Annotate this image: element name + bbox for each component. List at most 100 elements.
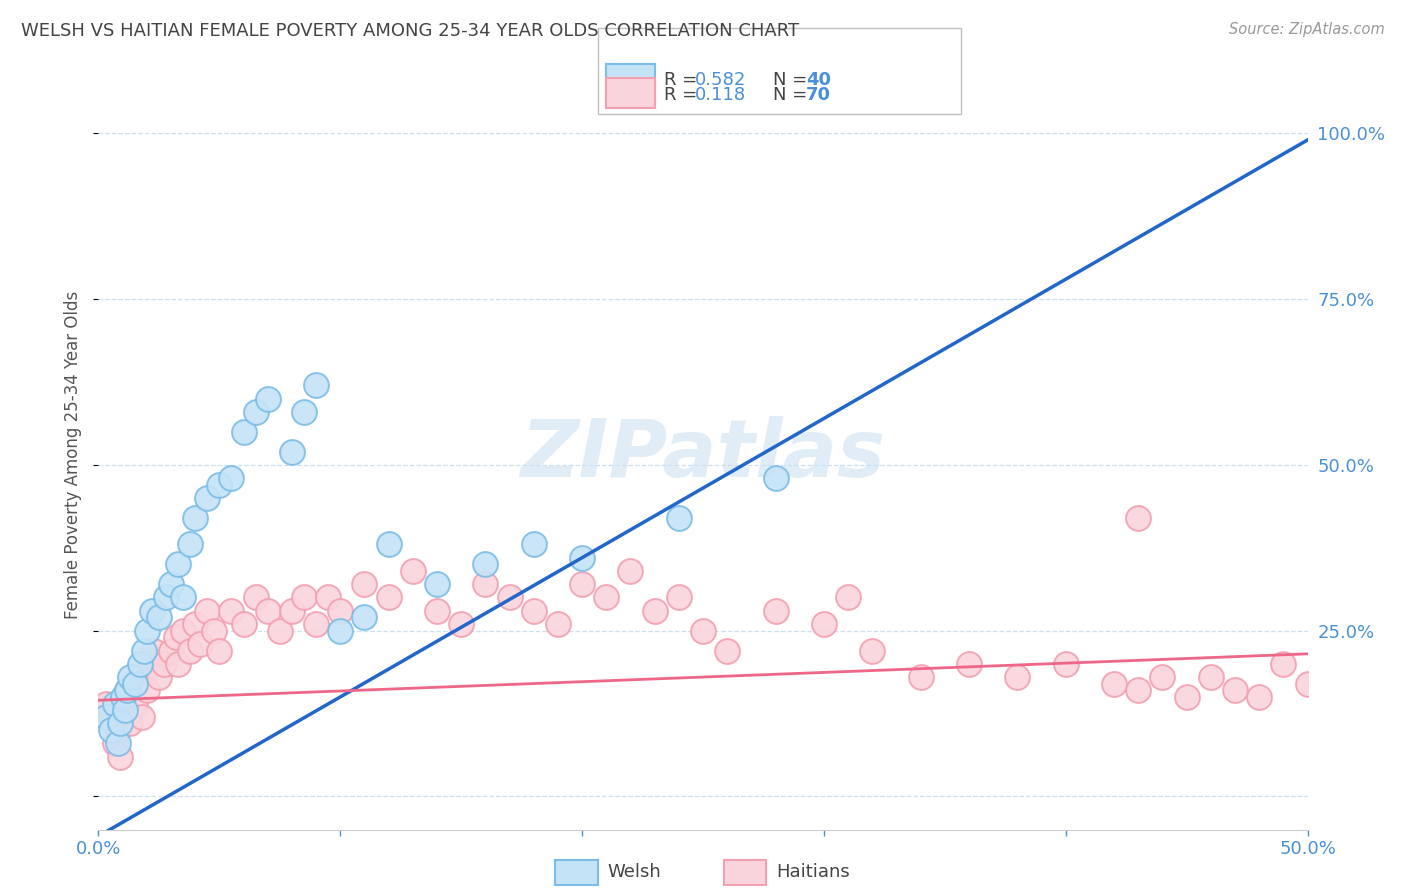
Point <box>668 511 690 525</box>
Point <box>329 604 352 618</box>
Point <box>426 604 449 618</box>
Point <box>1102 676 1125 690</box>
Point <box>107 736 129 750</box>
Point <box>195 604 218 618</box>
Point <box>184 511 207 525</box>
Point <box>131 710 153 724</box>
Point <box>860 643 883 657</box>
Text: 40: 40 <box>806 71 831 89</box>
Point <box>595 591 617 605</box>
Point <box>813 617 835 632</box>
Point <box>208 643 231 657</box>
Point <box>134 643 156 657</box>
Point <box>1128 683 1150 698</box>
Point <box>111 703 134 717</box>
Point <box>281 444 304 458</box>
Text: R =: R = <box>664 86 703 103</box>
Point <box>100 723 122 737</box>
Point <box>221 471 243 485</box>
Point <box>165 630 187 644</box>
Point <box>668 591 690 605</box>
Point <box>402 564 425 578</box>
Point <box>1296 676 1319 690</box>
Point <box>160 577 183 591</box>
Point <box>1199 670 1222 684</box>
Point <box>143 643 166 657</box>
Point <box>94 710 117 724</box>
Point <box>1272 657 1295 671</box>
Point <box>184 617 207 632</box>
Point <box>305 378 328 392</box>
Point <box>426 577 449 591</box>
Text: Haitians: Haitians <box>776 863 849 881</box>
FancyBboxPatch shape <box>606 64 655 94</box>
Point <box>204 624 226 638</box>
Point <box>571 550 593 565</box>
Point <box>245 405 267 419</box>
Point <box>353 610 375 624</box>
Point <box>114 703 136 717</box>
Text: N =: N = <box>773 71 813 89</box>
Point <box>108 716 131 731</box>
Point <box>305 617 328 632</box>
Point <box>148 610 170 624</box>
Point <box>124 697 146 711</box>
Point <box>269 624 291 638</box>
Text: 0.582: 0.582 <box>695 71 747 89</box>
Point <box>141 657 163 671</box>
Point <box>208 477 231 491</box>
Point <box>377 591 399 605</box>
FancyBboxPatch shape <box>598 28 960 114</box>
Point <box>152 657 174 671</box>
Point <box>135 683 157 698</box>
Point <box>108 749 131 764</box>
Point <box>523 604 546 618</box>
Point <box>692 624 714 638</box>
Point <box>104 736 127 750</box>
Point <box>179 643 201 657</box>
Point <box>1152 670 1174 684</box>
Text: WELSH VS HAITIAN FEMALE POVERTY AMONG 25-34 YEAR OLDS CORRELATION CHART: WELSH VS HAITIAN FEMALE POVERTY AMONG 25… <box>21 22 799 40</box>
Point <box>292 405 315 419</box>
Point <box>107 723 129 737</box>
Point <box>167 657 190 671</box>
Point <box>765 471 787 485</box>
Point <box>377 537 399 551</box>
Point <box>1249 690 1271 704</box>
Point <box>118 716 141 731</box>
Point <box>498 591 520 605</box>
Point <box>474 577 496 591</box>
Point <box>155 591 177 605</box>
Point <box>1007 670 1029 684</box>
Point <box>172 591 194 605</box>
Point <box>547 617 569 632</box>
Point <box>1054 657 1077 671</box>
Point <box>910 670 932 684</box>
Text: 70: 70 <box>806 86 831 103</box>
Point <box>111 690 134 704</box>
Point <box>329 624 352 638</box>
Point <box>94 697 117 711</box>
Text: R =: R = <box>664 71 703 89</box>
Point <box>188 637 211 651</box>
Point <box>141 604 163 618</box>
Text: ZIPatlas: ZIPatlas <box>520 416 886 494</box>
Point <box>450 617 472 632</box>
Point <box>1175 690 1198 704</box>
Point <box>135 624 157 638</box>
Point <box>957 657 980 671</box>
FancyBboxPatch shape <box>606 78 655 108</box>
Point <box>118 670 141 684</box>
Point <box>160 643 183 657</box>
Point <box>245 591 267 605</box>
Point <box>124 676 146 690</box>
Point <box>837 591 859 605</box>
Point <box>232 617 254 632</box>
Point <box>256 604 278 618</box>
Point <box>195 491 218 505</box>
Text: N =: N = <box>773 86 813 103</box>
Point <box>571 577 593 591</box>
Point <box>353 577 375 591</box>
Point <box>644 604 666 618</box>
Point <box>765 604 787 618</box>
